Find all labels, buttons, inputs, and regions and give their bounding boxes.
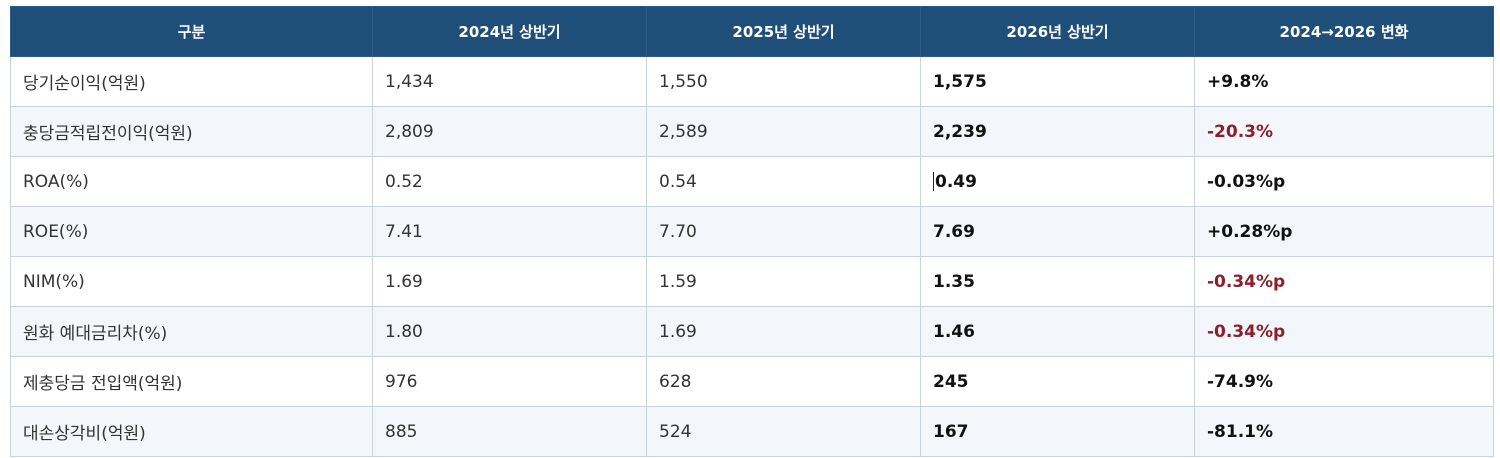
- row-label: 충당금적립전이익(억원): [10, 106, 373, 157]
- table-row: ROA(%) 0.52 0.54 0.49 -0.03%p: [10, 156, 1494, 207]
- row-label: 당기순이익(억원): [10, 56, 373, 107]
- cell-2025: 7.70: [646, 206, 921, 257]
- header-2024-h1: 2024년 상반기: [372, 6, 647, 57]
- header-row: 구분 2024년 상반기 2025년 상반기 2026년 상반기 2024→20…: [10, 6, 1494, 57]
- cell-2026: 1.46: [920, 306, 1195, 357]
- cell-change: -0.34%p: [1194, 256, 1494, 307]
- cell-change: -81.1%: [1194, 406, 1494, 457]
- header-change: 2024→2026 변화: [1194, 6, 1494, 57]
- cell-change: -74.9%: [1194, 356, 1494, 407]
- cell-change: +0.28%p: [1194, 206, 1494, 257]
- cell-2026-editing[interactable]: 0.49: [920, 156, 1195, 207]
- financial-comparison-table: 구분 2024년 상반기 2025년 상반기 2026년 상반기 2024→20…: [10, 6, 1494, 457]
- cell-2026: 1.35: [920, 256, 1195, 307]
- cell-2025: 2,589: [646, 106, 921, 157]
- table-body: 당기순이익(억원) 1,434 1,550 1,575 +9.8% 충당금적립전…: [10, 56, 1494, 457]
- cell-change: -0.34%p: [1194, 306, 1494, 357]
- table-row: 당기순이익(억원) 1,434 1,550 1,575 +9.8%: [10, 56, 1494, 107]
- table-row: 충당금적립전이익(억원) 2,809 2,589 2,239 -20.3%: [10, 106, 1494, 157]
- cell-2024: 1.69: [372, 256, 647, 307]
- cell-2026: 7.69: [920, 206, 1195, 257]
- row-label: 제충당금 전입액(억원): [10, 356, 373, 407]
- cell-2024: 1.80: [372, 306, 647, 357]
- row-label: ROA(%): [10, 156, 373, 207]
- row-label: NIM(%): [10, 256, 373, 307]
- cell-2024: 0.52: [372, 156, 647, 207]
- cell-2024: 976: [372, 356, 647, 407]
- table-row: ROE(%) 7.41 7.70 7.69 +0.28%p: [10, 206, 1494, 257]
- cell-2024: 7.41: [372, 206, 647, 257]
- cell-2026: 2,239: [920, 106, 1195, 157]
- table-row: 원화 예대금리차(%) 1.80 1.69 1.46 -0.34%p: [10, 306, 1494, 357]
- cell-2025: 0.54: [646, 156, 921, 207]
- comparison-table-container: 구분 2024년 상반기 2025년 상반기 2026년 상반기 2024→20…: [10, 6, 1494, 457]
- cell-2024: 885: [372, 406, 647, 457]
- row-label: ROE(%): [10, 206, 373, 257]
- cell-change: -20.3%: [1194, 106, 1494, 157]
- cell-2026: 1,575: [920, 56, 1195, 107]
- cell-2025: 628: [646, 356, 921, 407]
- table-row: 대손상각비(억원) 885 524 167 -81.1%: [10, 406, 1494, 457]
- table-row: 제충당금 전입액(억원) 976 628 245 -74.9%: [10, 356, 1494, 407]
- header-2026-h1: 2026년 상반기: [920, 6, 1195, 57]
- cell-2026: 245: [920, 356, 1195, 407]
- cell-2025: 1.59: [646, 256, 921, 307]
- header-2025-h1: 2025년 상반기: [646, 6, 921, 57]
- cell-2026: 167: [920, 406, 1195, 457]
- table-header: 구분 2024년 상반기 2025년 상반기 2026년 상반기 2024→20…: [10, 6, 1494, 57]
- cell-change: +9.8%: [1194, 56, 1494, 107]
- header-category: 구분: [10, 6, 373, 57]
- row-label: 원화 예대금리차(%): [10, 306, 373, 357]
- cell-2025: 524: [646, 406, 921, 457]
- table-row: NIM(%) 1.69 1.59 1.35 -0.34%p: [10, 256, 1494, 307]
- cell-2024: 1,434: [372, 56, 647, 107]
- cell-2024: 2,809: [372, 106, 647, 157]
- cell-2025: 1,550: [646, 56, 921, 107]
- cell-2026-value: 0.49: [935, 171, 977, 192]
- cell-2025: 1.69: [646, 306, 921, 357]
- cell-change: -0.03%p: [1194, 156, 1494, 207]
- text-cursor: [933, 172, 934, 191]
- row-label: 대손상각비(억원): [10, 406, 373, 457]
